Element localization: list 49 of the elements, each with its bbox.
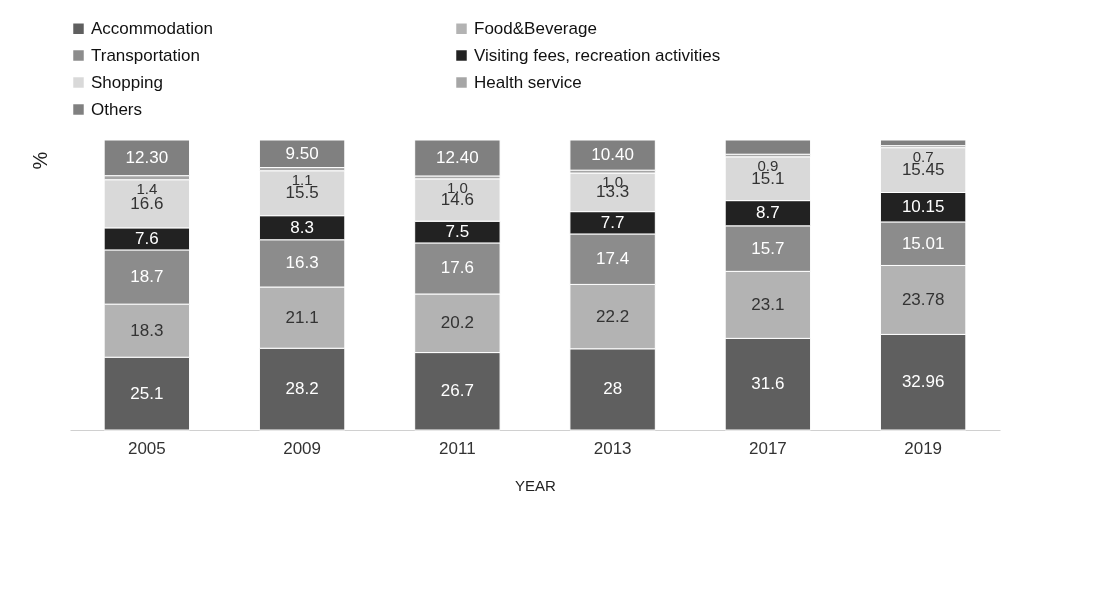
bar: [103, 139, 191, 177]
data-label: 23.78: [901, 289, 945, 309]
bar: [258, 139, 346, 169]
legend-label: Accommodation: [91, 18, 213, 38]
data-label: 28.2: [285, 379, 319, 399]
data-label: 23.1: [751, 294, 785, 314]
data-label: 15.7: [751, 238, 785, 258]
data-label: 7.5: [445, 222, 470, 242]
x-tick-label: 2005: [127, 438, 166, 458]
data-label: 22.2: [596, 306, 630, 326]
data-label: 7.7: [600, 212, 625, 232]
bar: [879, 139, 967, 147]
data-label: 26.7: [440, 381, 474, 401]
data-label: 18.7: [130, 267, 164, 287]
data-label: 7.6: [135, 228, 159, 248]
x-axis-title: YEAR: [515, 476, 557, 494]
data-label: 10.15: [901, 197, 945, 217]
data-label: 12.40: [436, 147, 479, 167]
x-tick-label: 2011: [439, 438, 476, 458]
legend-label: Others: [91, 99, 143, 119]
legend-label: Transportation: [91, 45, 200, 65]
data-label: 17.6: [440, 258, 474, 278]
data-label: 25.1: [130, 383, 164, 403]
y-axis-title: %: [28, 151, 51, 170]
bar: [569, 139, 656, 171]
data-label: 28: [603, 379, 623, 399]
x-tick-label: 2019: [904, 438, 943, 458]
legend-label: Health service: [474, 72, 582, 92]
data-label: 21.1: [285, 307, 319, 327]
bar: [724, 139, 812, 155]
x-tick-label: 2013: [593, 438, 632, 458]
data-label: 12.30: [125, 147, 169, 167]
data-label: 32.96: [901, 372, 945, 392]
legend-label: Visiting fees, recreation activities: [474, 45, 721, 65]
data-label: 20.2: [440, 313, 474, 333]
legend-label: Food&Beverage: [474, 18, 597, 38]
data-label: 8.7: [756, 203, 780, 223]
data-label: 8.3: [290, 217, 314, 237]
data-label: 18.3: [130, 320, 164, 340]
data-label: 31.6: [751, 374, 785, 394]
data-label: 9.50: [285, 143, 319, 163]
data-label: 17.4: [596, 249, 630, 269]
bar: [414, 139, 501, 177]
data-label: 15.01: [901, 233, 945, 253]
x-tick-label: 2009: [283, 438, 322, 458]
data-label: 16.3: [285, 253, 319, 273]
x-tick-label: 2017: [748, 438, 787, 458]
legend-label: Shopping: [91, 72, 163, 92]
data-label: 10.40: [591, 145, 634, 165]
